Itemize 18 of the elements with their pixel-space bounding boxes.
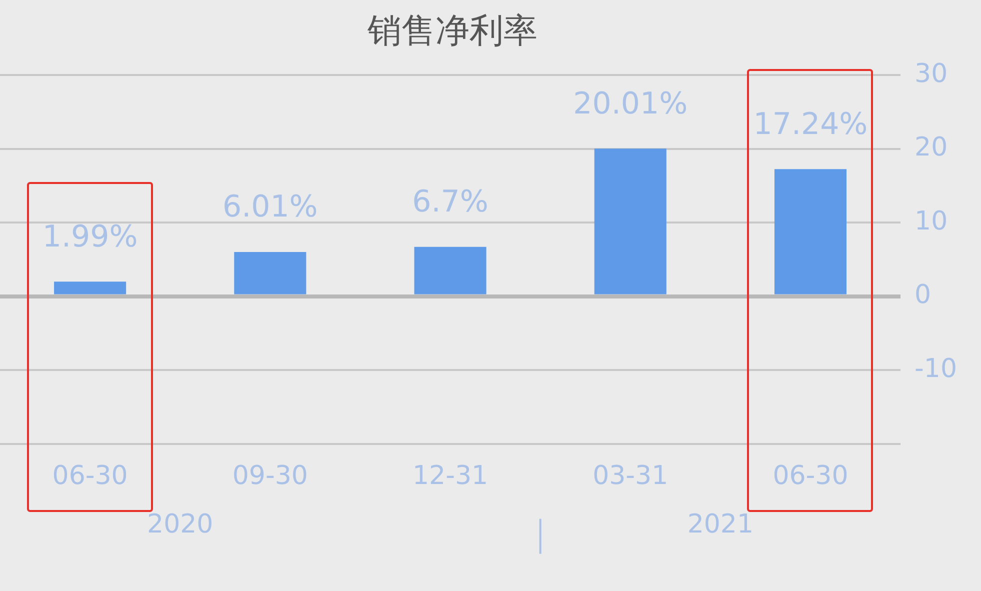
data-label: 6.01% [222, 190, 318, 225]
y-tick-label: 30 [914, 58, 948, 89]
data-label: 17.24% [753, 106, 868, 142]
y-tick-label: 0 [914, 280, 932, 310]
data-label: 6.7% [412, 184, 488, 220]
x-tick-label: 09-30 [232, 461, 308, 492]
x-tick-label: 06-30 [772, 461, 848, 492]
y-tick-label: -10 [914, 354, 958, 384]
y-tick-label: 10 [914, 206, 948, 236]
data-label: 1.99% [42, 219, 138, 254]
y-tick-label: 20 [914, 132, 948, 163]
text: 2020 [147, 510, 214, 540]
data-label: 20.01% [573, 86, 688, 122]
x-tick-label: 03-31 [592, 461, 668, 492]
chart-title: 销售净利率 [366, 10, 538, 53]
x-tick-label: 06-30 [52, 461, 128, 492]
x-tick-label: 12-31 [412, 461, 488, 492]
text: 2021 [687, 510, 754, 540]
